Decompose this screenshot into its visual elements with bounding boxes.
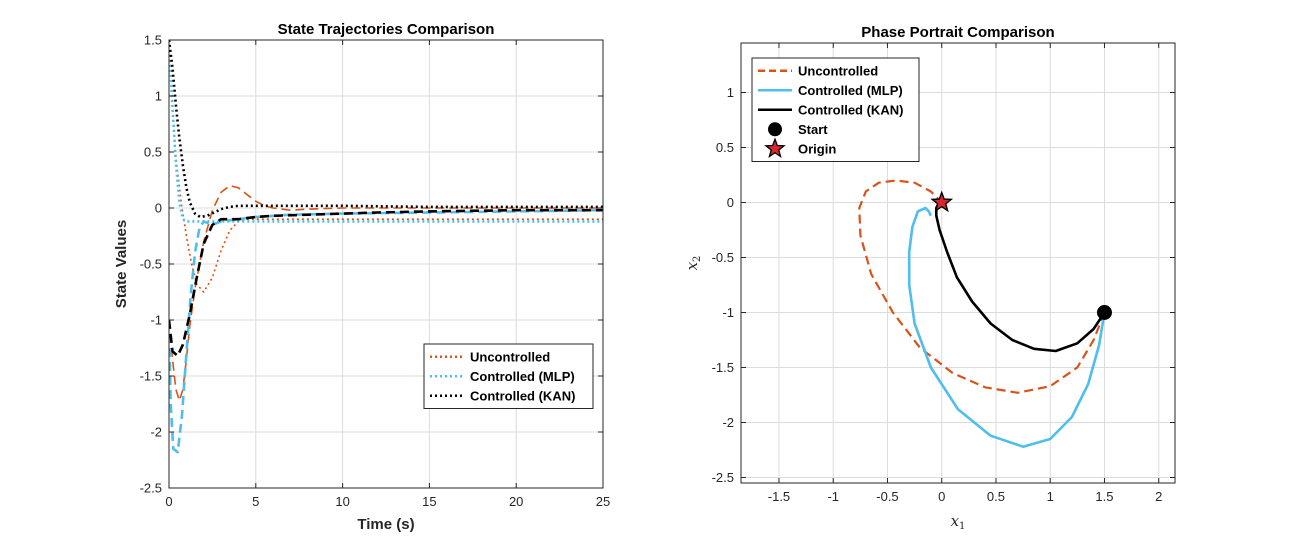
x-axis-label: x1: [951, 512, 966, 532]
y-tick-label: -2: [722, 415, 734, 430]
origin-marker: [930, 190, 954, 213]
series-line-controlled-mlp-1: [907, 206, 1106, 448]
legend-label-origin: Origin: [798, 141, 836, 156]
x-tick-label: 0.5: [987, 489, 1005, 504]
y-tick-label: -2.5: [712, 470, 734, 485]
legend-swatch-start: [768, 122, 782, 137]
x-tick-label: 5: [252, 494, 259, 509]
phase-portrait-chart: -1.5 -1 -0.5 0 0.5 1 1.5 2 -2.5 -2 -1.5 -1 -0.5 0 0.5 1…: [683, 24, 1176, 532]
y-axis-label: x2: [683, 256, 703, 271]
y-tick-label: 0.5: [716, 140, 734, 155]
legend: Uncontrolled Controlled (MLP) Controlled (…: [751, 57, 920, 162]
legend-box: [423, 343, 594, 409]
legend-label-controlled-mlp: Controlled (MLP): [470, 369, 575, 384]
y-tick-label: -1.5: [140, 369, 162, 384]
y-tick-label: 1: [155, 89, 162, 104]
x-tick-label: 0: [938, 489, 945, 504]
series-line-controlled-mlp-3: [169, 208, 603, 454]
x-tick-label: -1: [827, 489, 839, 504]
chart-title: State Trajectories Comparison: [278, 21, 495, 38]
y-tick-label: 0: [727, 195, 734, 210]
legend: Uncontrolled Controlled (MLP) Controlled (…: [423, 343, 594, 409]
y-axis-label: State Values: [113, 220, 130, 308]
x-tick-label: 1.5: [1095, 489, 1113, 504]
legend-label-uncontrolled: Uncontrolled: [798, 63, 878, 78]
x-tick-label: 0: [165, 494, 172, 509]
y-tick-label: -0.5: [140, 257, 162, 272]
y-tick-label: 1: [727, 85, 734, 100]
state-trajectories-chart: 0 5 10 15 20 25 -2.5 -2 -1.5 -1 -0.5 0 0.5 1 1.5 State …: [113, 21, 610, 533]
y-tick-label: 1.5: [144, 33, 162, 48]
start-marker: [1096, 305, 1112, 320]
legend-label-uncontrolled: Uncontrolled: [470, 349, 550, 364]
legend-label-start: Start: [798, 122, 828, 137]
legend-swatch-origin: [764, 137, 786, 158]
y-tick-label: 0.5: [144, 145, 162, 160]
series-line-uncontrolled0: [858, 179, 1106, 394]
y-tick-label: 0: [155, 201, 162, 216]
legend-label-controlled-kan: Controlled (KAN): [470, 388, 575, 403]
y-tick-label: -1: [150, 313, 162, 328]
x-tick-label: 25: [596, 494, 610, 509]
x-tick-label: -0.5: [876, 489, 898, 504]
legend-label-controlled-mlp: Controlled (MLP): [798, 83, 903, 98]
series-line-controlled-kan-5: [169, 208, 603, 358]
x-axis-label: Time (s): [357, 516, 414, 533]
x-tick-label: -1.5: [768, 489, 790, 504]
chart-title: Phase Portrait Comparison: [861, 24, 1054, 41]
x-tick-label: 10: [335, 494, 349, 509]
x-tick-label: 20: [509, 494, 523, 509]
series-line-uncontrolled1: [169, 184, 603, 402]
axes-box: [740, 42, 1176, 484]
legend-label-controlled-kan: Controlled (KAN): [798, 102, 903, 117]
y-tick-label: -0.5: [712, 250, 734, 265]
x-tick-label: 1: [1047, 489, 1054, 504]
series-group: [169, 40, 603, 454]
series-line-controlled-kan-4: [169, 40, 603, 219]
x-tick-label: 2: [1155, 489, 1162, 504]
y-tick-label: -2.5: [140, 481, 162, 496]
y-tick-label: -1: [722, 305, 734, 320]
x-tick-label: 15: [422, 494, 436, 509]
y-tick-label: -1.5: [712, 360, 734, 375]
y-tick-label: -2: [150, 425, 162, 440]
